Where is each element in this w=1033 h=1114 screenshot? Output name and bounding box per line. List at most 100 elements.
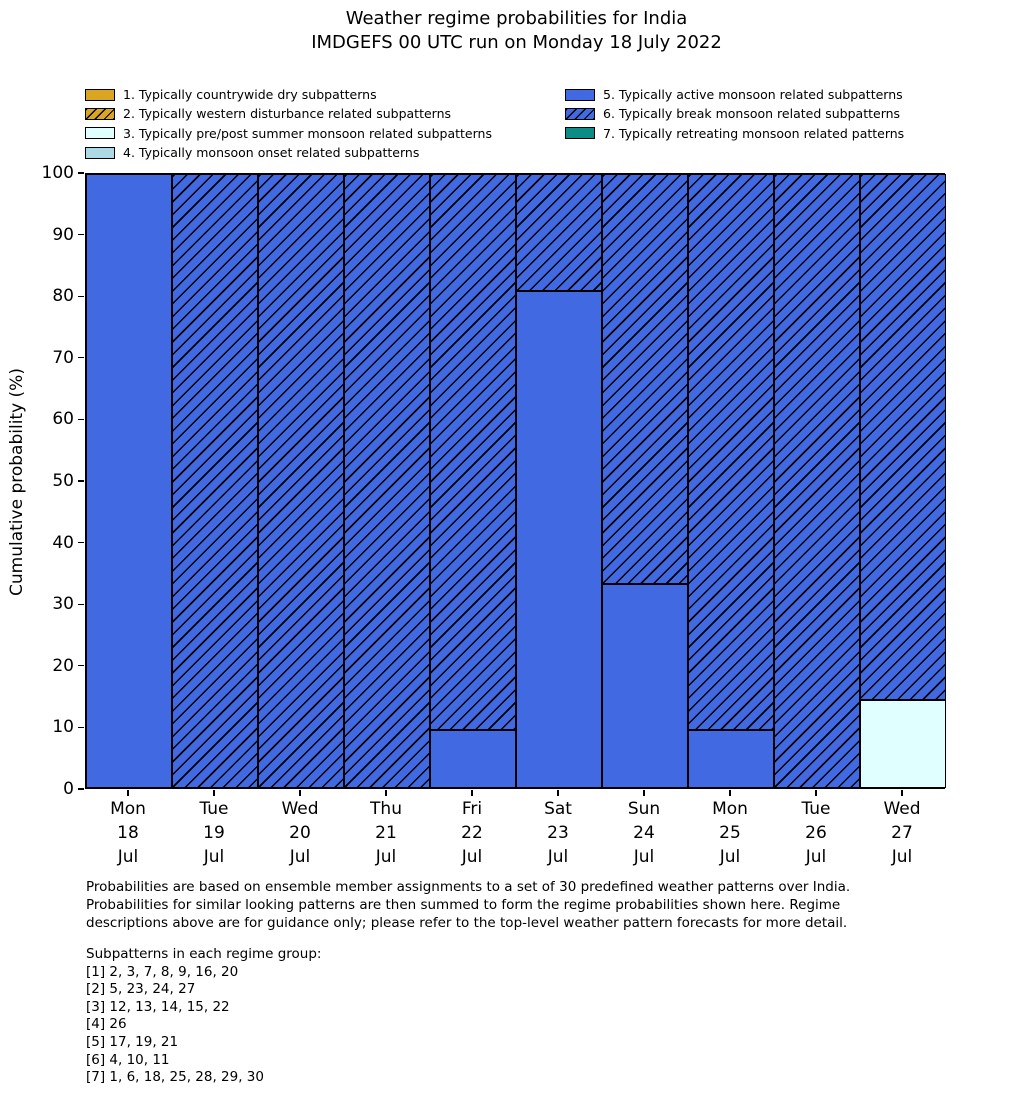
x-tick-label-line: Thu	[370, 799, 402, 819]
y-tick-label: 40	[52, 532, 74, 553]
x-tick-label-line: Tue	[199, 799, 229, 819]
bar-segment	[172, 174, 258, 788]
legend-swatch-5	[565, 88, 595, 101]
bar-tue-19-jul	[172, 174, 258, 788]
x-tick-mark	[729, 790, 731, 796]
x-tick-label-line: Jul	[805, 847, 827, 867]
bar-segment	[688, 729, 774, 788]
bar-segment	[344, 174, 430, 788]
x-tick-label: Wed 27 Jul	[859, 797, 945, 869]
legend-item-7: 7. Typically retreating monsoon related …	[565, 126, 904, 141]
x-tick-label-line: Jul	[547, 847, 569, 867]
y-tick-label: 100	[41, 163, 74, 183]
chart-title-line1: Weather regime probabilities for India	[345, 8, 688, 29]
legend-label-5: 5. Typically active monsoon related subp…	[603, 87, 903, 102]
footnote-paragraph: Probabilities are based on ensemble memb…	[86, 878, 850, 933]
legend-swatch-3	[85, 127, 115, 140]
legend-label-1: 1. Typically countrywide dry subpatterns	[123, 87, 377, 102]
x-tick-mark	[299, 790, 301, 796]
y-tick-label: 80	[52, 286, 74, 307]
bar-segment	[860, 174, 946, 701]
subpattern-line: [1] 2, 3, 7, 8, 9, 16, 20	[86, 963, 239, 980]
x-tick-label-line: 22	[461, 823, 483, 843]
bar-sun-24-jul	[602, 174, 688, 788]
legend-swatch-6	[565, 107, 595, 120]
bar-fri-22-jul	[430, 174, 516, 788]
y-tick-label: 70	[52, 347, 74, 368]
subpattern-line: [6] 4, 10, 11	[86, 1051, 170, 1068]
subpatterns-title: Subpatterns in each regime group:	[86, 946, 322, 962]
legend-swatch-4	[85, 146, 115, 159]
y-tick-mark	[78, 418, 84, 421]
bar-segment	[602, 583, 688, 788]
chart-title: Weather regime probabilities for India I…	[0, 7, 1033, 55]
y-tick-mark	[78, 788, 84, 790]
y-tick-label: 50	[52, 471, 74, 491]
x-tick-label-line: Jul	[461, 847, 483, 867]
x-tick-label-line: Jul	[891, 847, 913, 867]
x-tick-label-line: Wed	[883, 799, 921, 819]
bar-tue-26-jul	[774, 174, 860, 788]
x-tick-mark	[385, 790, 387, 796]
bar-segment	[430, 174, 516, 730]
x-tick-mark	[815, 790, 817, 796]
legend-item-2: 2. Typically western disturbance related…	[85, 106, 451, 121]
bar-segment	[430, 729, 516, 788]
x-tick-label: Mon 18 Jul	[85, 797, 171, 869]
x-tick-label: Thu 21 Jul	[343, 797, 429, 869]
bar-segment	[516, 290, 602, 788]
y-tick-mark	[78, 541, 84, 544]
legend-label-6: 6. Typically break monsoon related subpa…	[603, 106, 901, 122]
x-tick-label-line: Sun	[627, 799, 661, 819]
x-tick-mark	[213, 790, 215, 796]
legend-item-3: 3. Typically pre/post summer monsoon rel…	[85, 126, 492, 141]
x-tick-mark	[643, 790, 645, 796]
y-tick-label: 90	[52, 224, 74, 245]
bar-segment	[86, 174, 172, 788]
x-tick-label-line: 25	[719, 823, 741, 843]
x-tick-label: Tue 19 Jul	[171, 797, 257, 869]
x-tick-label: Fri 22 Jul	[429, 797, 515, 869]
x-tick-label-line: Jul	[633, 847, 655, 867]
y-tick-mark	[78, 480, 84, 482]
bar-segment	[258, 174, 344, 788]
x-tick-label-line: Jul	[117, 847, 139, 867]
legend-label-2: 2. Typically western disturbance related…	[123, 106, 452, 122]
subpattern-line: [5] 17, 19, 21	[86, 1033, 179, 1050]
y-tick-label: 60	[52, 409, 74, 430]
subpattern-line: [4] 26	[86, 1016, 127, 1033]
x-tick-label-line: 26	[805, 823, 827, 843]
y-tick-mark	[78, 233, 84, 236]
x-tick-label: Sat 23 Jul	[515, 797, 601, 869]
footnote-line: descriptions above are for guidance only…	[86, 915, 848, 932]
subpattern-line: [2] 5, 23, 24, 27	[86, 981, 196, 998]
x-tick-label: Sun 24 Jul	[601, 797, 687, 869]
x-tick-label-line: Mon	[712, 799, 748, 819]
x-tick-label-line: Fri	[461, 799, 483, 819]
y-tick-mark	[78, 665, 84, 667]
bar-segment	[688, 174, 774, 730]
bar-segment	[774, 174, 860, 788]
x-tick-label-line: 27	[891, 823, 913, 843]
y-tick-mark	[78, 295, 84, 297]
legend-swatch-2	[85, 107, 115, 120]
bar-sat-23-jul	[516, 174, 602, 788]
x-tick-label: Wed 20 Jul	[257, 797, 343, 869]
y-tick-mark	[78, 726, 84, 729]
y-tick-label: 10	[52, 717, 74, 738]
x-tick-label-line: Jul	[203, 847, 225, 867]
legend-swatch-7	[565, 127, 595, 140]
bar-mon-18-jul	[86, 174, 172, 788]
legend-item-1: 1. Typically countrywide dry subpatterns	[85, 87, 377, 102]
x-tick-label-line: 24	[633, 823, 655, 843]
x-tick-label-line: Jul	[719, 847, 741, 867]
x-tick-mark	[557, 790, 559, 796]
legend-swatch-1	[85, 88, 115, 101]
y-tick-label: 20	[52, 655, 74, 676]
bar-mon-25-jul	[688, 174, 774, 788]
footnote-line: Probabilities for similar looking patter…	[86, 897, 841, 914]
y-tick-label: 0	[63, 779, 74, 799]
x-tick-label-line: Mon	[110, 799, 146, 819]
x-tick-mark	[471, 790, 473, 796]
